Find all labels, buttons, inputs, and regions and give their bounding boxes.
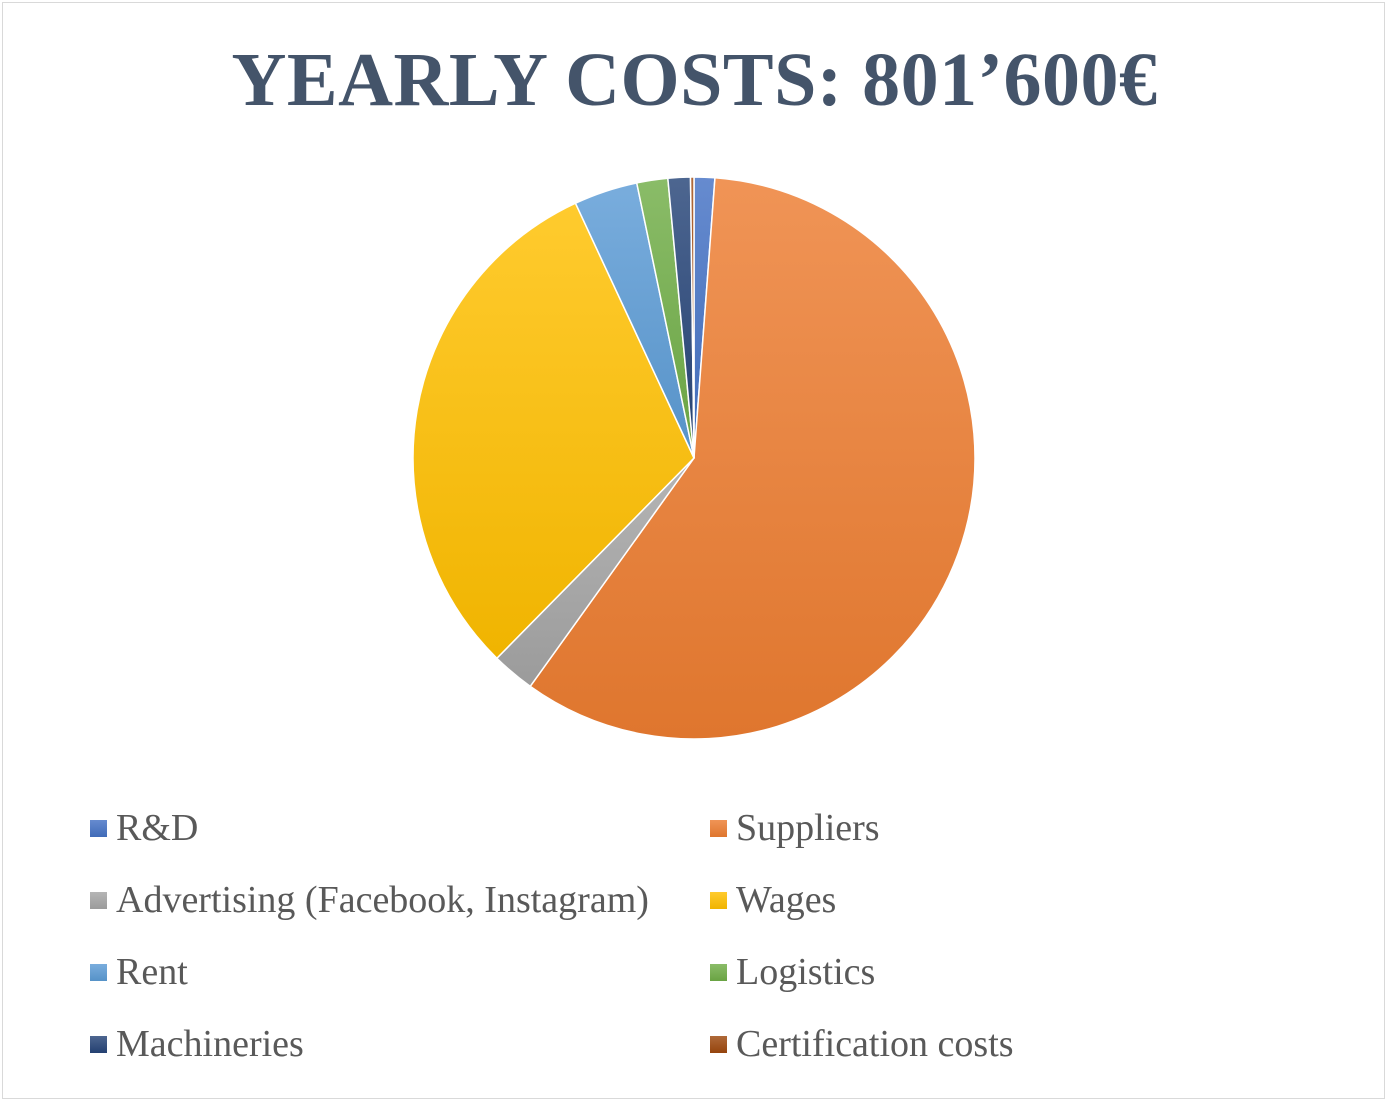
legend-swatch: [710, 963, 727, 981]
legend-item: Rent: [90, 944, 188, 1000]
chart-title: YEARLY COSTS: 801’600€: [231, 38, 1158, 122]
legend-label: Certification costs: [736, 1023, 1014, 1065]
legend-label: Machineries: [116, 1023, 304, 1065]
pie-slice-certification-costs: [689, 176, 695, 459]
legend-item: R&D: [90, 800, 198, 856]
legend-swatch: [90, 819, 107, 837]
legend-label: Advertising (Facebook, Instagram): [116, 879, 649, 921]
pie-slice-suppliers: [529, 177, 976, 740]
legend-swatch: [90, 963, 107, 981]
legend-label: Logistics: [736, 951, 876, 993]
legend-swatch: [710, 891, 727, 909]
pie-slice-wages: [412, 202, 695, 659]
legend-item: Certification costs: [710, 1016, 1014, 1072]
legend-item: Machineries: [90, 1016, 304, 1072]
legend-item: Logistics: [710, 944, 875, 1000]
legend-item: Suppliers: [710, 800, 880, 856]
legend-item: Advertising (Facebook, Instagram): [90, 872, 649, 928]
legend-swatch: [710, 1035, 727, 1053]
legend-label: Suppliers: [736, 807, 880, 849]
legend-label: Wages: [736, 879, 837, 921]
legend-label: Rent: [116, 951, 188, 993]
legend-swatch: [90, 891, 107, 909]
legend-item: Wages: [710, 872, 836, 928]
legend-swatch: [90, 1035, 107, 1053]
legend-label: R&D: [116, 807, 199, 849]
legend-swatch: [710, 819, 727, 837]
